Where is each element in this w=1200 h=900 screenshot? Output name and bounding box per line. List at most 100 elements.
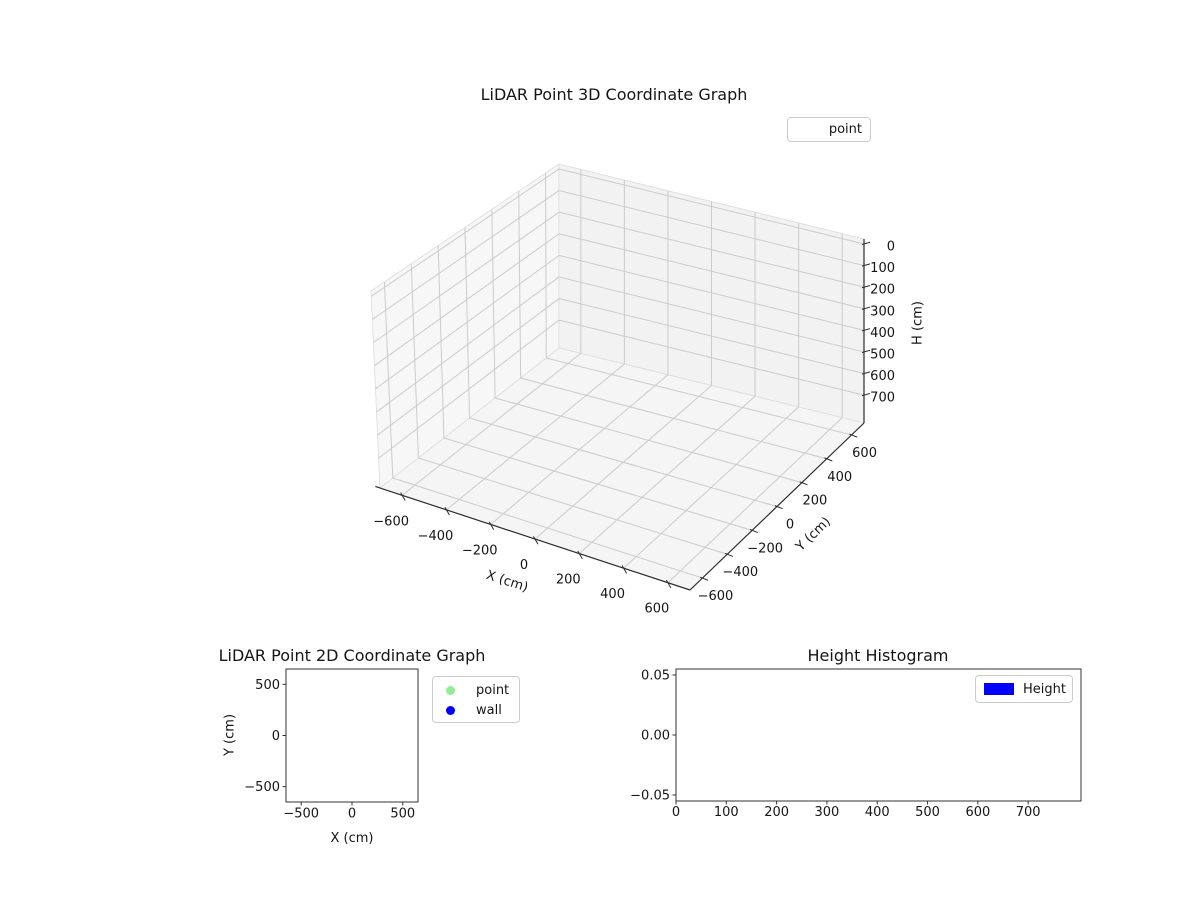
histogram-legend: Height <box>975 675 1073 703</box>
histogram-legend-label-height: Height <box>1023 681 1066 697</box>
3d-y-tick <box>799 481 808 486</box>
3d-gridline-y <box>518 191 522 379</box>
3d-gridline-y <box>437 245 445 439</box>
3d-y-tick-label: 200 <box>802 494 827 509</box>
3d-z-tick-label: 500 <box>870 347 895 362</box>
3d-gridline-z <box>376 276 560 413</box>
3d-gridline-y <box>520 377 827 460</box>
3d-gridline-z <box>373 211 560 343</box>
3d-z-tick <box>861 306 871 310</box>
3d-y-tick-label: 0 <box>786 518 794 533</box>
2d-x-axis-label: X (cm) <box>331 831 374 846</box>
3d-gridline-y <box>546 357 852 436</box>
3d-gridline-z <box>558 298 865 375</box>
histogram-x-tick-label: 400 <box>865 805 890 820</box>
3d-gridline-y <box>443 437 753 531</box>
2d-x-tick-label: 0 <box>348 807 356 822</box>
3d-gridline-z <box>378 319 560 459</box>
3d-z-tick <box>861 392 871 397</box>
3d-gridline-y <box>410 263 419 459</box>
2d-x-tick-label: 500 <box>390 807 415 822</box>
3d-chart-title: LiDAR Point 3D Coordinate Graph <box>480 85 748 104</box>
3d-z-tick-label: 0 <box>887 239 895 254</box>
3d-z-tick-label: 300 <box>870 304 895 319</box>
3d-gridline-z <box>375 254 560 390</box>
2d-x-tick-label: −500 <box>283 807 319 822</box>
histogram-y-tick-label: 0.00 <box>641 729 670 744</box>
3d-x-tick-label: 600 <box>644 602 669 617</box>
2d-y-axis-label: Y (cm) <box>223 714 238 757</box>
histogram-x-tick-label: 100 <box>714 805 739 820</box>
height-swatch-icon <box>984 683 1014 695</box>
3d-gridline-y <box>491 209 496 399</box>
3d-z-tick-label: 700 <box>870 391 895 406</box>
3d-gridline-z <box>558 276 865 353</box>
histogram-x-tick-label: 500 <box>915 805 940 820</box>
3d-gridline-z <box>374 233 560 367</box>
3d-gridline-z <box>558 168 865 245</box>
3d-x-tick <box>533 536 539 545</box>
3d-gridline-z <box>558 254 865 331</box>
3d-x-tick-label: −200 <box>462 543 498 558</box>
3d-gridline-y <box>464 227 470 419</box>
3d-x-tick <box>400 492 406 501</box>
point-marker-icon <box>446 685 455 695</box>
3d-z-tick-label: 600 <box>870 369 895 384</box>
histogram-title: Height Histogram <box>807 646 949 665</box>
2d-legend-item-wall: wall <box>433 700 519 720</box>
3d-x-tick <box>621 565 628 574</box>
3d-z-axis-label: H (cm) <box>911 301 926 345</box>
3d-gridline-y <box>469 417 778 507</box>
wall-marker-icon <box>446 705 455 715</box>
3d-z-tick <box>861 349 871 354</box>
3d-y-tick-label: −400 <box>722 565 758 580</box>
3d-x-tick <box>488 521 495 530</box>
3d-z-tick-label: 400 <box>870 326 895 341</box>
3d-z-tick <box>861 371 871 375</box>
2d-y-tick-label: 500 <box>255 678 280 693</box>
2d-y-tick-label: −500 <box>244 780 280 795</box>
3d-y-tick <box>849 433 858 438</box>
2d-legend: point wall <box>432 676 520 723</box>
3d-gridline-z <box>558 319 865 396</box>
3d-x-tick-label: 200 <box>556 573 581 588</box>
3d-y-tick <box>724 552 734 557</box>
3d-gridline-z <box>558 190 865 267</box>
2d-y-tick-label: 0 <box>272 729 280 744</box>
2d-legend-item-point: point <box>433 680 519 700</box>
3d-x-tick-label: −600 <box>373 514 409 529</box>
2d-legend-label-point: point <box>476 682 510 698</box>
3d-x-tick <box>444 507 450 516</box>
histogram-x-tick-label: 700 <box>1016 805 1041 820</box>
3d-y-tick <box>774 505 783 510</box>
3d-y-tick <box>824 457 833 462</box>
histogram-y-tick-label: 0.05 <box>641 669 670 684</box>
3d-x-tick-label: 400 <box>600 587 625 602</box>
3d-x-tick <box>577 550 583 560</box>
3d-gridline-z <box>558 233 865 310</box>
3d-z-tick-label: 200 <box>870 283 895 298</box>
3d-z-tick <box>861 284 871 289</box>
3d-z-tick <box>861 328 871 332</box>
histogram-x-tick-label: 300 <box>815 805 840 820</box>
3d-x-axis-line <box>375 485 691 591</box>
3d-gridline-z <box>558 211 865 288</box>
3d-z-tick <box>861 241 871 246</box>
3d-x-tick-label: −400 <box>418 529 454 544</box>
3d-gridline-y <box>545 173 547 359</box>
3d-gridline-y <box>392 477 703 579</box>
3d-gridline-z <box>372 190 560 320</box>
3d-x-tick-label: 0 <box>520 558 528 573</box>
3d-x-tick <box>665 579 672 589</box>
3d-z-tick-label: 100 <box>870 261 895 276</box>
histogram-y-tick-label: −0.05 <box>630 789 670 804</box>
3d-gridline-y <box>494 397 802 484</box>
3d-y-tick-label: 600 <box>852 446 877 461</box>
3d-gridline-y <box>383 281 394 479</box>
3d-y-tick <box>700 576 709 581</box>
histogram-x-tick-label: 0 <box>672 805 680 820</box>
histogram-x-tick-label: 200 <box>764 805 789 820</box>
3d-legend-label-point: point <box>828 122 862 137</box>
